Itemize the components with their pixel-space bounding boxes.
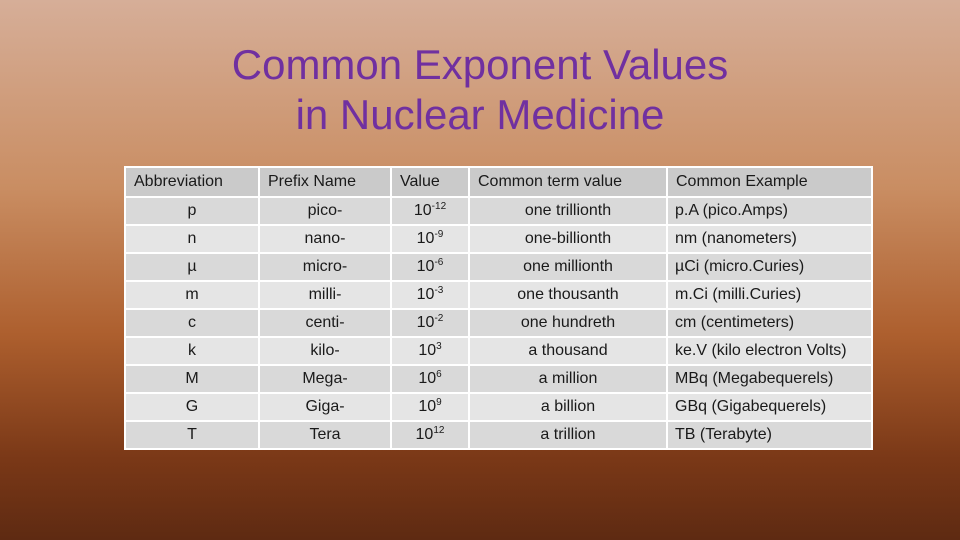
cell-value: 106 xyxy=(390,364,470,394)
value-exponent: -3 xyxy=(434,285,444,296)
cell-prefix-name: Mega- xyxy=(258,364,392,394)
cell-common-example: m.Ci (milli.Curies) xyxy=(666,280,873,310)
slide-title: Common Exponent Values in Nuclear Medici… xyxy=(0,40,960,140)
value-exponent: 6 xyxy=(436,369,442,380)
cell-common-term-value: one millionth xyxy=(468,252,668,282)
value-exponent: 12 xyxy=(433,425,445,436)
value-base: 10 xyxy=(416,230,435,247)
cell-prefix-name: Tera xyxy=(258,420,392,450)
header-prefix-name: Prefix Name xyxy=(258,166,392,198)
table-row: G Giga- 109 a billion GBq (Gigabequerels) xyxy=(124,392,873,422)
exponent-table: Abbreviation Prefix Name Value Common te… xyxy=(124,166,873,450)
cell-value: 10-9 xyxy=(390,224,470,254)
value-exponent: -2 xyxy=(434,313,444,324)
cell-abbreviation: G xyxy=(124,392,260,422)
cell-value: 10-2 xyxy=(390,308,470,338)
value-base: 10 xyxy=(416,258,435,275)
cell-abbreviation: µ xyxy=(124,252,260,282)
title-line-1: Common Exponent Values xyxy=(231,41,729,88)
cell-common-term-value: a billion xyxy=(468,392,668,422)
cell-prefix-name: centi- xyxy=(258,308,392,338)
value-base: 10 xyxy=(416,286,435,303)
cell-prefix-name: pico- xyxy=(258,196,392,226)
cell-prefix-name: Giga- xyxy=(258,392,392,422)
cell-abbreviation: M xyxy=(124,364,260,394)
cell-value: 103 xyxy=(390,336,470,366)
value-exponent: -9 xyxy=(434,229,444,240)
cell-common-example: µCi (micro.Curies) xyxy=(666,252,873,282)
cell-abbreviation: c xyxy=(124,308,260,338)
table-row: c centi- 10-2 one hundreth cm (centimeters) xyxy=(124,308,873,338)
title-line-2: in Nuclear Medicine xyxy=(295,91,665,138)
cell-common-example: ke.V (kilo electron Volts) xyxy=(666,336,873,366)
table-row: T Tera 1012 a trillion TB (Terabyte) xyxy=(124,420,873,450)
value-base: 10 xyxy=(418,342,437,359)
table-row: M Mega- 106 a million MBq (Megabequerels) xyxy=(124,364,873,394)
table-row: m milli- 10-3 one thousanth m.Ci (milli.Curi… xyxy=(124,280,873,310)
cell-prefix-name: milli- xyxy=(258,280,392,310)
cell-common-term-value: a thousand xyxy=(468,336,668,366)
cell-prefix-name: micro- xyxy=(258,252,392,282)
cell-common-example: cm (centimeters) xyxy=(666,308,873,338)
value-base: 10 xyxy=(413,202,432,219)
cell-abbreviation: T xyxy=(124,420,260,450)
cell-common-example: TB (Terabyte) xyxy=(666,420,873,450)
cell-abbreviation: n xyxy=(124,224,260,254)
cell-common-term-value: one thousanth xyxy=(468,280,668,310)
cell-common-example: p.A (pico.Amps) xyxy=(666,196,873,226)
cell-value: 1012 xyxy=(390,420,470,450)
cell-common-example: MBq (Megabequerels) xyxy=(666,364,873,394)
cell-abbreviation: k xyxy=(124,336,260,366)
value-base: 10 xyxy=(418,370,437,387)
header-common-term-value: Common term value xyxy=(468,166,668,198)
table-row: n nano- 10-9 one-billionth nm (nanometers) xyxy=(124,224,873,254)
cell-common-term-value: one trillionth xyxy=(468,196,668,226)
cell-abbreviation: p xyxy=(124,196,260,226)
header-common-example: Common Example xyxy=(666,166,873,198)
cell-value: 109 xyxy=(390,392,470,422)
value-exponent: 9 xyxy=(436,397,442,408)
value-exponent: -6 xyxy=(434,257,444,268)
value-base: 10 xyxy=(416,314,435,331)
cell-common-example: nm (nanometers) xyxy=(666,224,873,254)
table-row: µ micro- 10-6 one millionth µCi (micro.Curie… xyxy=(124,252,873,282)
cell-prefix-name: nano- xyxy=(258,224,392,254)
table-row: p pico- 10-12 one trillionth p.A (pico.Amps) xyxy=(124,196,873,226)
cell-value: 10-3 xyxy=(390,280,470,310)
value-exponent: -12 xyxy=(431,201,447,212)
cell-value: 10-6 xyxy=(390,252,470,282)
cell-common-term-value: one-billionth xyxy=(468,224,668,254)
header-abbreviation: Abbreviation xyxy=(124,166,260,198)
cell-common-term-value: one hundreth xyxy=(468,308,668,338)
cell-abbreviation: m xyxy=(124,280,260,310)
value-base: 10 xyxy=(415,426,434,443)
cell-common-example: GBq (Gigabequerels) xyxy=(666,392,873,422)
cell-common-term-value: a trillion xyxy=(468,420,668,450)
cell-value: 10-12 xyxy=(390,196,470,226)
table-row: k kilo- 103 a thousand ke.V (kilo electron V… xyxy=(124,336,873,366)
cell-common-term-value: a million xyxy=(468,364,668,394)
cell-prefix-name: kilo- xyxy=(258,336,392,366)
value-exponent: 3 xyxy=(436,341,442,352)
header-value: Value xyxy=(390,166,470,198)
value-base: 10 xyxy=(418,398,437,415)
table-header-row: Abbreviation Prefix Name Value Common te… xyxy=(124,166,873,198)
